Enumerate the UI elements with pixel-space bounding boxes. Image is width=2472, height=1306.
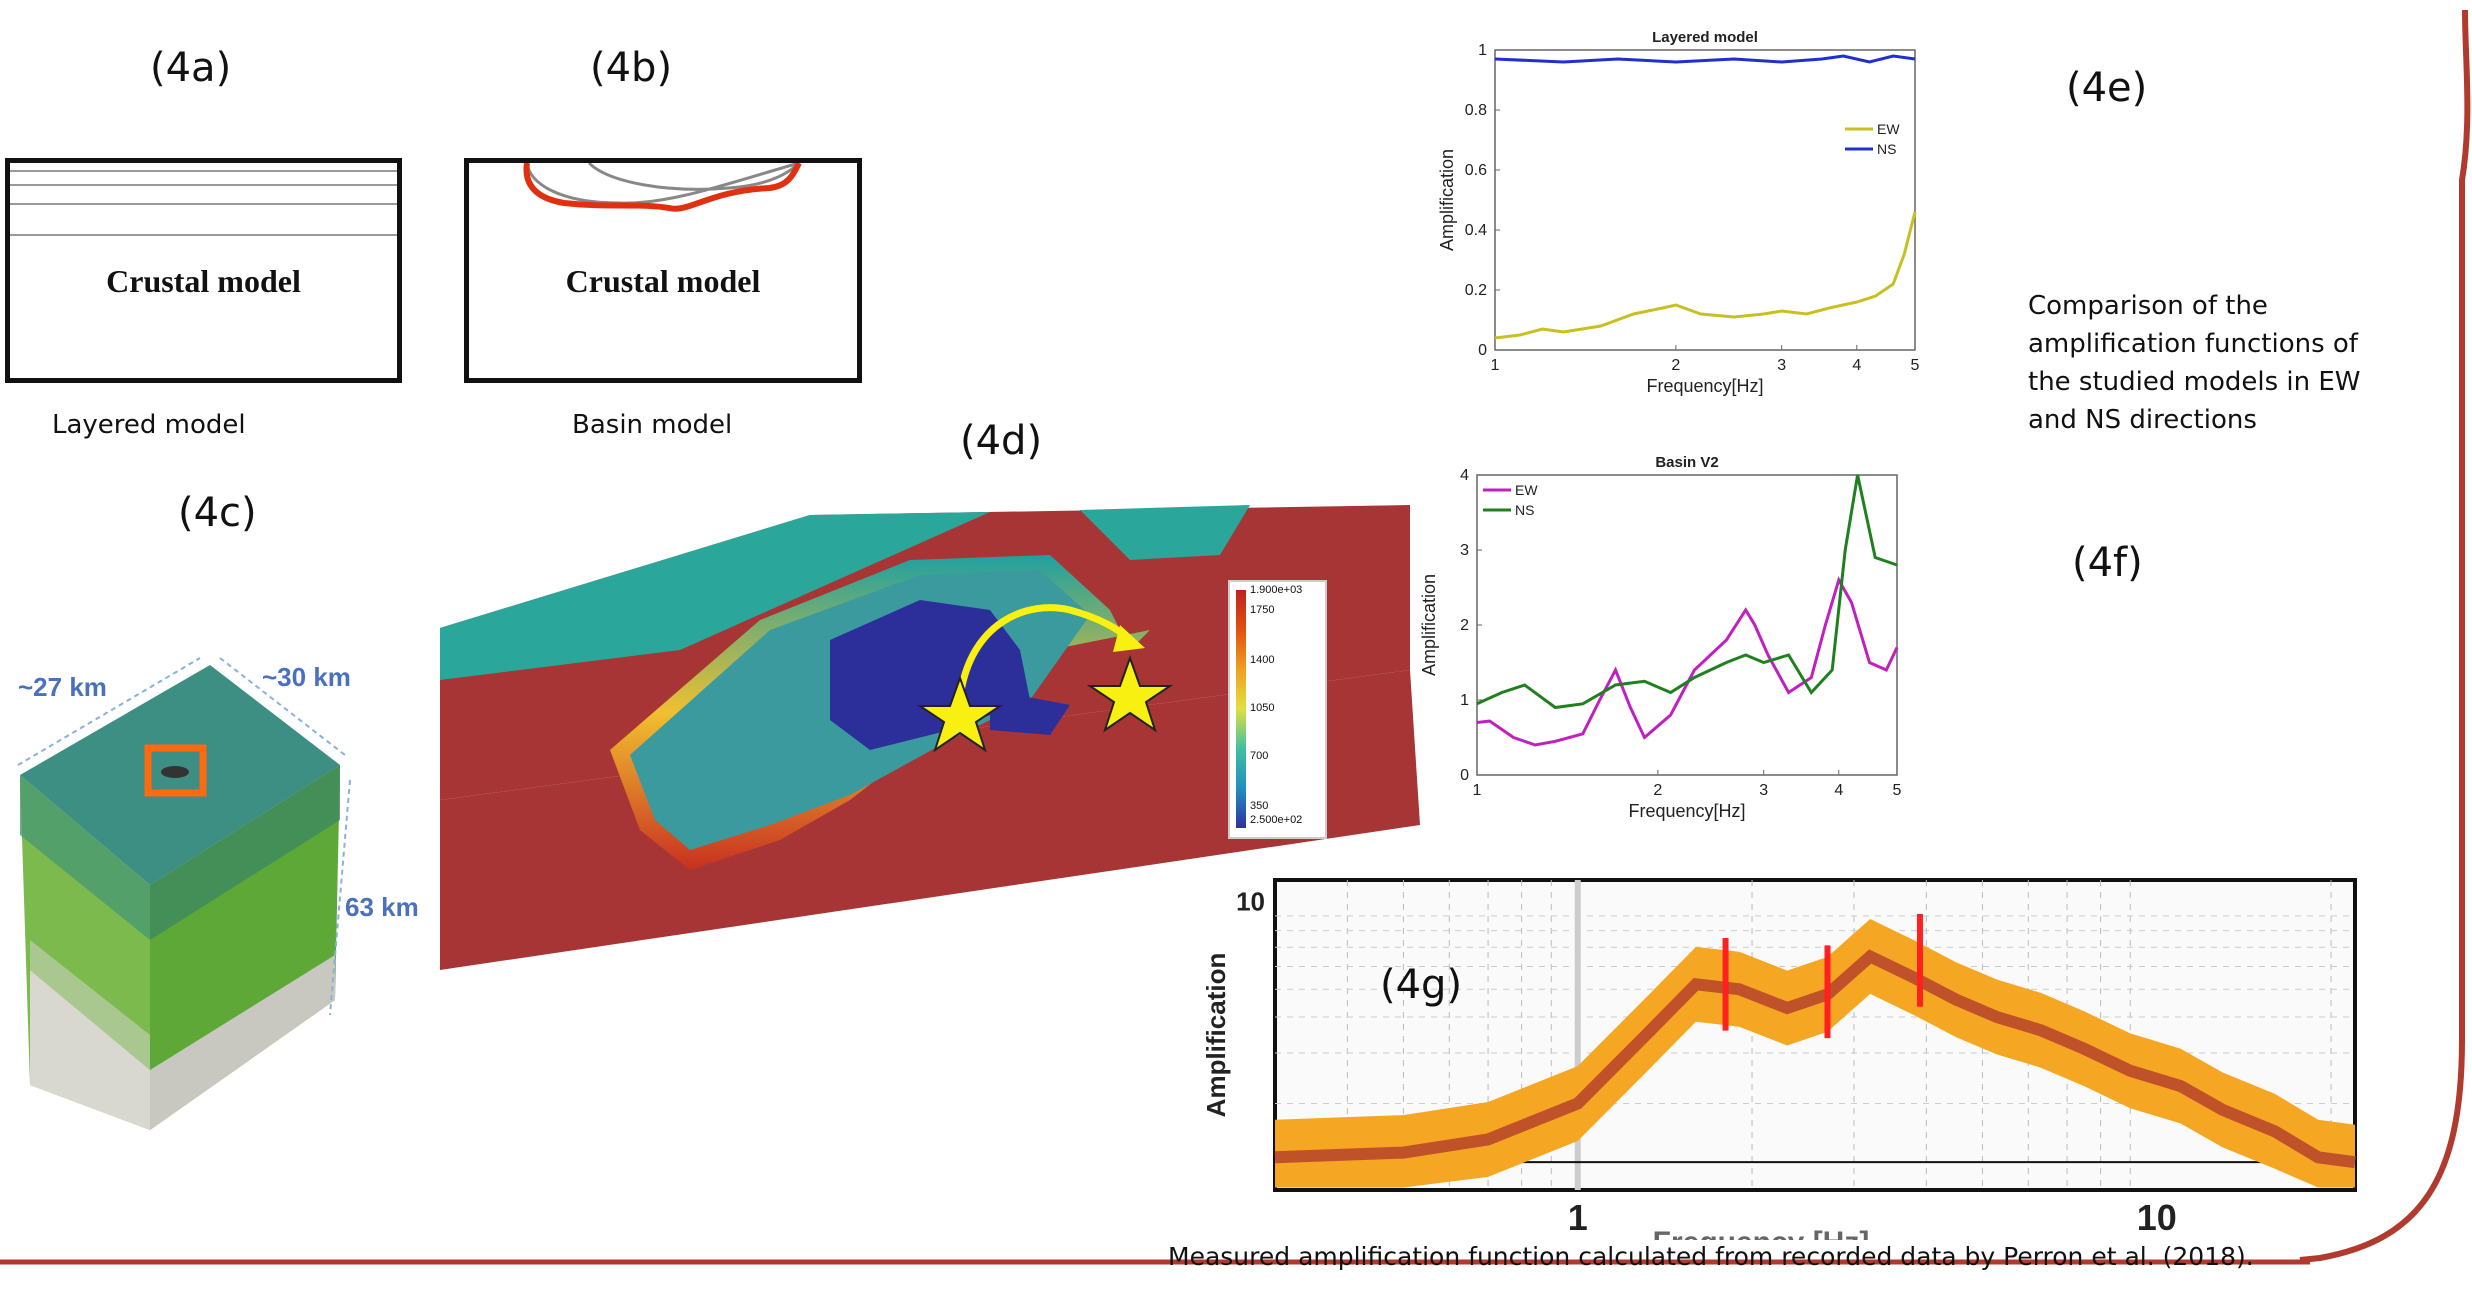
- y-axis-label: Amplification: [1437, 149, 1457, 251]
- legend-label: NS: [1877, 141, 1896, 157]
- layered-model-caption: Layered model: [52, 410, 246, 440]
- x-tick-label: 4: [1852, 357, 1861, 374]
- x-axis-label: Frequency[Hz]: [1646, 376, 1763, 396]
- block-depth-label: 63 km: [345, 892, 419, 922]
- block-length-label: ~30 km: [262, 662, 351, 692]
- study-area-marker: [144, 744, 207, 797]
- y-tick-label: 0.8: [1465, 102, 1487, 119]
- crustal-block-3d: [17, 657, 351, 1130]
- legend-label: EW: [1877, 121, 1900, 137]
- y-tick-label: 0: [1460, 767, 1469, 784]
- chart-title: Layered model: [1652, 29, 1758, 46]
- x-tick-label: 5: [1911, 357, 1920, 374]
- layered-model-diagram: Crustal model: [5, 158, 402, 383]
- panel-label-4f: (4f): [2072, 540, 2143, 586]
- plot-frame: [1494, 49, 1916, 351]
- series-line-ns: [1476, 474, 1898, 710]
- x-tick-label: 2: [1653, 782, 1662, 799]
- layer-lines: [10, 170, 397, 236]
- x-axis-label: Frequency[Hz]: [1628, 801, 1745, 821]
- y-tick-label: 0.6: [1465, 162, 1487, 179]
- y-tick-label: 10: [1236, 887, 1265, 917]
- panel-label-4d: (4d): [960, 418, 1043, 464]
- basin-model-caption: Basin model: [572, 410, 733, 440]
- x-tick-label: 3: [1777, 357, 1786, 374]
- crustal-model-label-layered: Crustal model: [106, 263, 301, 299]
- chart-title: Basin V2: [1655, 454, 1718, 471]
- y-tick-label: 4: [1460, 467, 1469, 484]
- x-tick-label: 5: [1893, 782, 1902, 799]
- measured-amplification-line: [1274, 949, 2356, 1169]
- colorbar-tick: 350: [1250, 800, 1269, 812]
- x-tick-label: 1: [1491, 357, 1500, 374]
- basin-amplification-chart: Basin V21 2 3 4 501234Frequency[Hz]Amplifica…: [1419, 454, 1902, 821]
- y-tick-label: 3: [1460, 542, 1469, 559]
- panel-label-4b: (4b): [590, 45, 673, 91]
- colorbar-tick: 1050: [1250, 702, 1275, 714]
- series-line-ew: [1494, 211, 1917, 340]
- y-tick-label: 1: [1460, 692, 1469, 709]
- x-axis-label: Frequency [Hz]: [1653, 1226, 1870, 1240]
- velocity-model-3d: [440, 505, 1420, 970]
- colorbar: 1.900e+03 1750 1400 1050 700 350 2.500e+…: [1228, 580, 1327, 839]
- y-tick-label: 0.4: [1465, 222, 1487, 239]
- x-tick-label: 3: [1759, 782, 1768, 799]
- panel-label-4e: (4e): [2066, 65, 2148, 111]
- colorbar-tick: 1750: [1250, 604, 1275, 616]
- legend-label: EW: [1515, 482, 1538, 498]
- colorbar-min-label: 2.500e+02: [1250, 814, 1303, 826]
- model-front-face: [440, 670, 1420, 970]
- colorbar-gradient: [1236, 590, 1246, 828]
- panel-label-4g: (4g): [1380, 962, 1463, 1008]
- series-line-ns: [1494, 54, 1916, 64]
- measured-data-footnote: Measured amplification function calculat…: [1168, 1242, 2254, 1271]
- colorbar-max-label: 1.900e+03: [1250, 584, 1303, 596]
- x-tick-label: 4: [1834, 782, 1843, 799]
- panel-label-4a: (4a): [150, 45, 232, 91]
- y-tick-label: 2: [1460, 617, 1469, 634]
- x-tick-label: 1: [1568, 1197, 1588, 1238]
- x-tick-label: 1: [1473, 782, 1482, 799]
- crustal-model-label-basin: Crustal model: [565, 263, 761, 299]
- star-marker-right: [1086, 655, 1174, 733]
- source-path-arrow: [956, 604, 1133, 699]
- panel-label-4c: (4c): [178, 490, 257, 536]
- colorbar-tick: 1400: [1250, 654, 1275, 666]
- block-width-label: ~27 km: [18, 672, 107, 702]
- basin-outline: [523, 163, 802, 212]
- x-tick-label: 2: [1671, 357, 1680, 374]
- legend-label: NS: [1515, 502, 1534, 518]
- right-arc-decoration: [2299, 9, 2471, 1263]
- layered-amplification-chart: Layered model 1 2 3 4 5 0 0.2 0.4 0.6 0.8 1 Frequenc…: [1437, 29, 1920, 396]
- basin-model-diagram: Crustal model: [464, 158, 862, 383]
- plot-frame: [1476, 474, 1898, 776]
- x-tick-label: 10: [2137, 1197, 2177, 1238]
- y-tick-label: 0: [1478, 342, 1487, 359]
- y-axis-label: Amplification: [1419, 574, 1439, 676]
- y-tick-label: 1: [1478, 42, 1487, 59]
- comparison-description: Comparison of the amplification function…: [2028, 291, 2361, 435]
- measured-amplification-chart: 1 10 10 Amplification Frequency [Hz]: [1201, 878, 2357, 1240]
- y-tick-label: 0.2: [1465, 282, 1487, 299]
- y-axis-label: Amplification: [1201, 953, 1231, 1118]
- colorbar-tick: 700: [1250, 750, 1269, 762]
- star-marker-left: [916, 675, 1004, 753]
